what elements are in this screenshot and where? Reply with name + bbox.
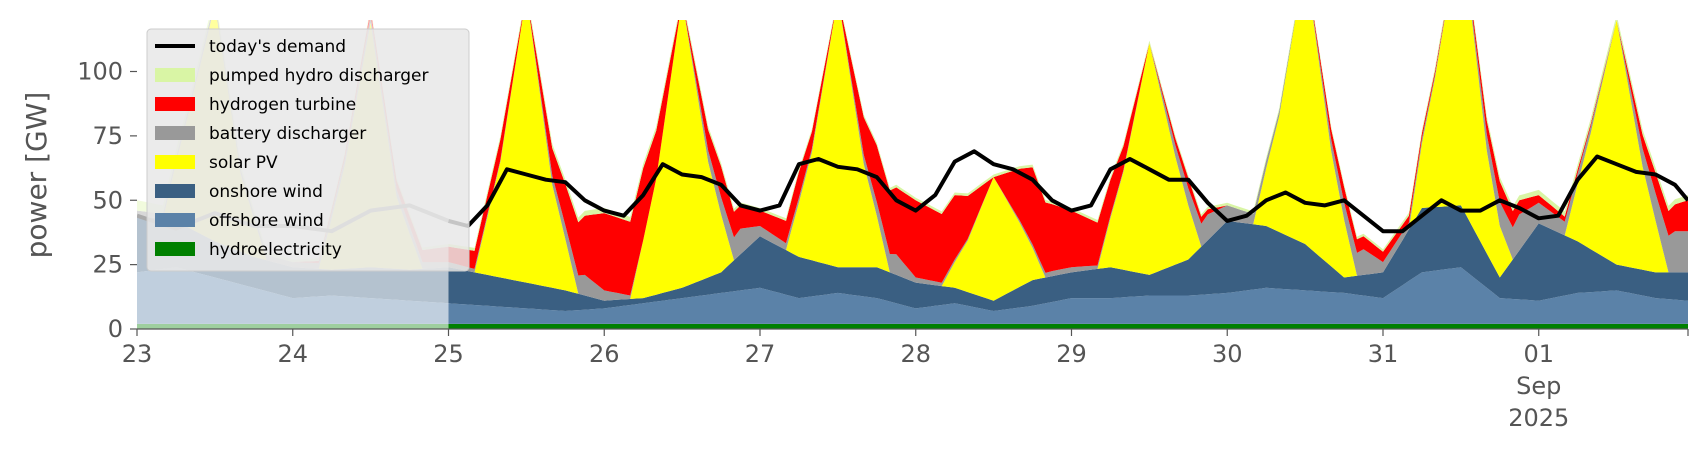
x-tick-label: 26 [589,340,620,368]
x-tick-label: 23 [122,340,153,368]
legend-label: hydroelectricity [209,240,342,260]
legend-swatch [155,213,195,227]
y-axis-label: power [GW] [20,92,53,259]
y-tick-label: 25 [92,251,123,279]
legend-label: pumped hydro discharger [209,66,428,86]
area-solar-pv [137,20,1688,301]
legend-label: battery discharger [209,124,366,144]
legend: today's demand pumped hydro discharger hyd… [146,28,470,272]
legend-swatch [155,97,195,111]
x-tick-label: 24 [277,340,308,368]
y-tick-label: 50 [92,186,123,214]
x-tick-label: 31 [1368,340,1399,368]
y-tick-label: 75 [92,122,123,150]
x-tick-label: 28 [900,340,931,368]
area-hydrogen-turbine [137,20,1688,296]
axes: 0 25 50 75 100 23 24 25 26 27 28 29 30 31 01 Sep 2025 [77,58,1689,432]
x-tick-label: 29 [1056,340,1087,368]
y-tick-label: 100 [77,58,123,86]
legend-label: hydrogen turbine [209,95,356,115]
legend-label: offshore wind [209,211,324,231]
x-tick-label: 01 [1523,340,1554,368]
y-tick-label: 0 [108,315,123,343]
area-hydroelectricity [137,323,1688,329]
legend-label: today's demand [209,37,346,57]
x-tick-label: 2025 [1508,404,1569,432]
legend-label: onshore wind [209,182,323,202]
area-onshore-wind [137,205,1688,311]
legend-swatch [155,184,195,198]
x-tick-label: 27 [745,340,776,368]
legend-label: solar PV [209,153,278,173]
legend-swatch [155,68,195,82]
legend-swatch [155,126,195,140]
x-tick-label: 25 [433,340,464,368]
legend-swatch [155,242,195,256]
demand-line [447,149,1688,234]
x-tick-label: 30 [1212,340,1243,368]
area-offshore-wind [137,267,1688,324]
legend-box [146,28,470,272]
x-tick-label: Sep [1516,372,1561,400]
legend-swatch [155,155,195,169]
